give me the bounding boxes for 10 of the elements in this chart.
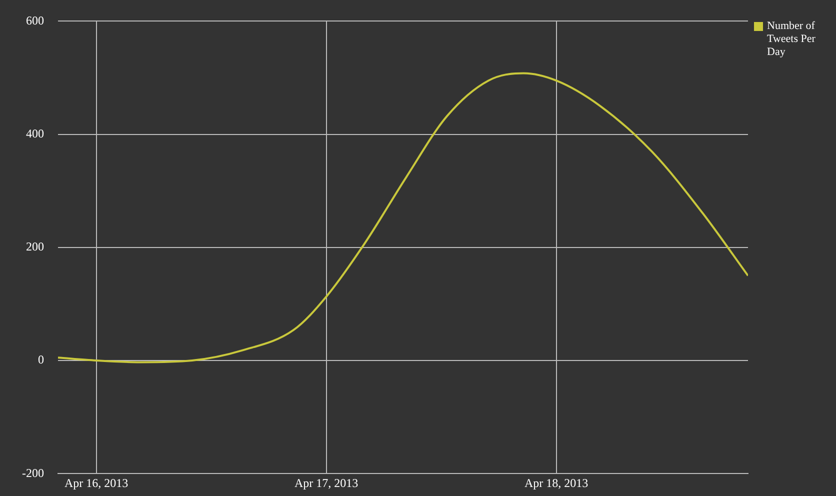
legend-label: Number of Tweets Per Day: [767, 20, 816, 59]
x-tick-label: Apr 17, 2013: [294, 476, 358, 490]
y-tick-label: 600: [26, 13, 44, 28]
x-tick-label: Apr 18, 2013: [524, 476, 588, 490]
y-tick-label: -200: [22, 466, 44, 480]
x-tick-label: Apr 16, 2013: [64, 476, 128, 490]
line-series: [58, 72, 748, 364]
y-tick-label: 400: [26, 126, 44, 140]
y-tick-label: 200: [26, 240, 44, 254]
y-tick-label: 0: [38, 352, 44, 367]
